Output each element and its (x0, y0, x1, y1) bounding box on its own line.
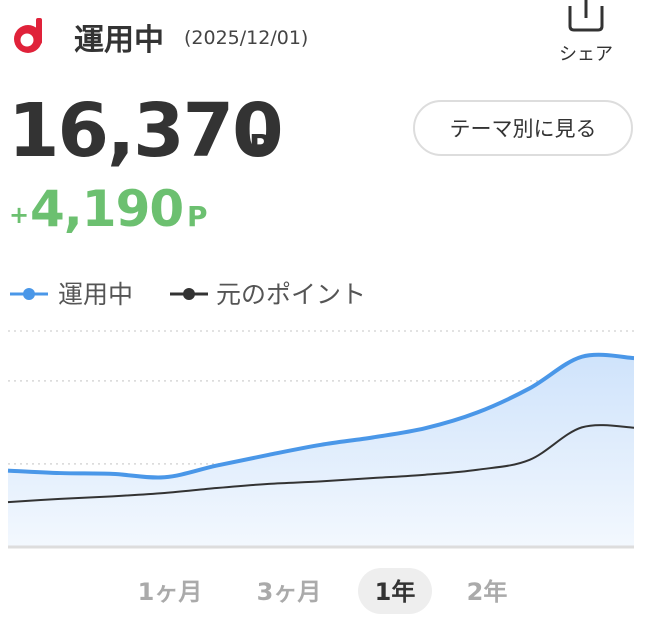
period-tab[interactable]: 3ヶ月 (257, 578, 322, 606)
button-label: テーマ別に見る (450, 117, 597, 141)
period-tab[interactable]: 1年 (358, 568, 432, 614)
legend-label: 運用中 (58, 280, 133, 309)
line (7, 352, 635, 480)
amount: 16,370 (8, 88, 282, 174)
line (7, 424, 635, 504)
logo (14, 18, 42, 53)
header-title: 運用中 (74, 23, 164, 58)
tab-highlight (358, 568, 432, 614)
header-date: (2025/12/01) (184, 27, 308, 49)
share-label: シェア (559, 44, 613, 65)
gain-sign: + (9, 201, 29, 229)
tab-label: 3ヶ月 (257, 578, 322, 606)
chart: 運用中 元のポイント (7, 280, 635, 549)
area (8, 354, 634, 547)
period-tab[interactable]: 1ヶ月 (138, 578, 203, 606)
tab-label: 1ヶ月 (138, 578, 203, 606)
tab-label: 1年 (375, 578, 416, 606)
tab-label: 2年 (467, 578, 508, 606)
amount-unit: P (249, 129, 271, 164)
legend-dot (23, 288, 35, 300)
period-tab[interactable]: 2年 (467, 578, 508, 606)
button-frame (413, 100, 633, 156)
gain-unit: P (187, 200, 208, 233)
legend-item: 運用中 (10, 280, 133, 309)
legend-item: 元のポイント (170, 280, 366, 309)
legend-dot (183, 288, 195, 300)
share-icon (568, 6, 604, 32)
period-tabs: 1ヶ月 3ヶ月 1年 2年 (138, 568, 508, 614)
gain: 4,190 (30, 180, 183, 238)
legend-label: 元のポイント (216, 280, 366, 309)
theme-button[interactable]: テーマ別に見る (413, 100, 633, 156)
share-button[interactable]: シェア (559, 0, 613, 65)
